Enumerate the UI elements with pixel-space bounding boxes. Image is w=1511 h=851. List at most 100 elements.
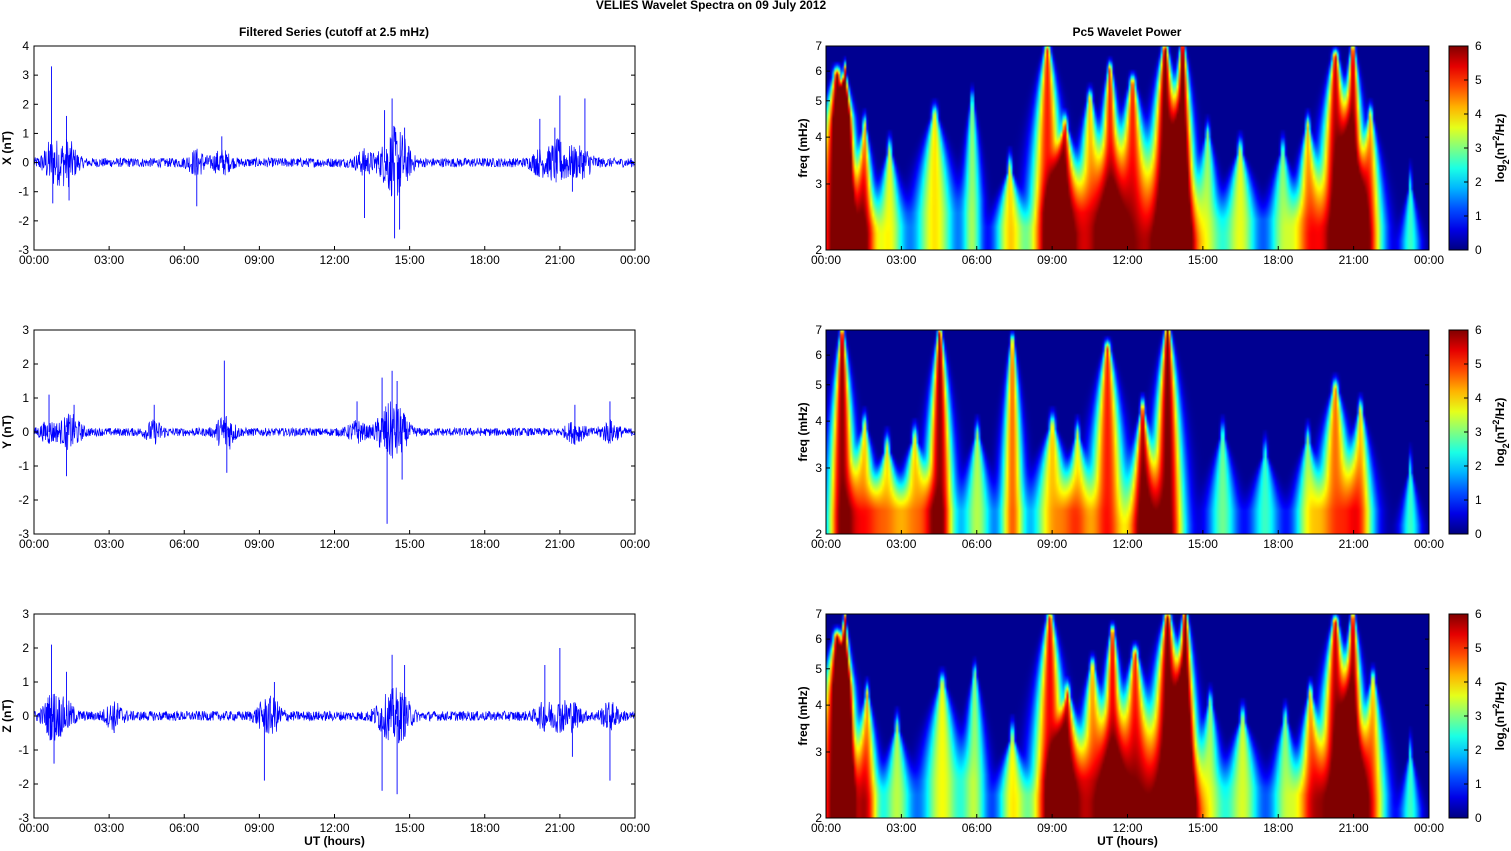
colorbar-tick-label: 5 xyxy=(1475,357,1482,371)
x-tick-label: 12:00 xyxy=(1112,253,1142,267)
colorbar-scale xyxy=(1449,614,1468,818)
y-tick-label: -1 xyxy=(18,185,29,199)
series-panel-x: -3 -2 -1 0 1 2 3 4 X (nT) 00:00 03:00 06:00 09:00 12:… xyxy=(0,39,650,267)
y-tick-label: -1 xyxy=(18,743,29,757)
x-tick-label: 00:00 xyxy=(1414,821,1444,835)
y-tick-label: 5 xyxy=(815,378,822,392)
colorbar: 0 1 2 3 4 5 6 log2(nT2/Hz) xyxy=(1448,39,1511,257)
y-tick-label: 7 xyxy=(815,39,822,53)
x-tick-label: 00:00 xyxy=(1414,537,1444,551)
y-axis-label: Z (nT) xyxy=(0,699,14,732)
y-tick-label: 4 xyxy=(22,39,29,53)
y-tick-label: 2 xyxy=(815,243,822,257)
y-tick-label: 2 xyxy=(22,97,29,111)
y-tick-label: 3 xyxy=(815,745,822,759)
y-axis-label: freq (mHz) xyxy=(796,118,810,177)
colorbar-tick-label: 0 xyxy=(1475,811,1482,825)
y-tick-label: 5 xyxy=(815,662,822,676)
colorbar-tick-label: 3 xyxy=(1475,709,1482,723)
x-axis-label: UT (hours) xyxy=(1097,834,1158,848)
x-tick-label: 09:00 xyxy=(244,537,274,551)
y-tick-label: 1 xyxy=(22,675,29,689)
x-tick-label: 12:00 xyxy=(319,821,349,835)
right-column-title: Pc5 Wavelet Power xyxy=(1073,25,1182,39)
x-tick-label: 06:00 xyxy=(169,821,199,835)
colorbar-tick-label: 2 xyxy=(1475,459,1482,473)
series-panel-z: -3 -2 -1 0 1 2 3 Z (nT) 00:00 03:00 06:00 09:00 12:0… xyxy=(0,607,650,848)
colorbar: 0 1 2 3 4 5 6 log2(nT2/Hz) xyxy=(1448,607,1511,825)
y-tick-label: 2 xyxy=(22,357,29,371)
x-tick-label: 09:00 xyxy=(1037,253,1067,267)
spectrum-panel-y: 2 3 4 5 6 7 freq (mHz) 00:00 03:00 06:00 09:00 12:0… xyxy=(796,323,1511,551)
x-tick-label: 18:00 xyxy=(1263,253,1293,267)
y-tick-label: 6 xyxy=(815,348,822,362)
x-tick-label: 12:00 xyxy=(1112,537,1142,551)
x-tick-label: 15:00 xyxy=(1188,253,1218,267)
x-axis-label: UT (hours) xyxy=(304,834,365,848)
x-tick-label: 15:00 xyxy=(395,253,425,267)
colorbar-tick-label: 3 xyxy=(1475,425,1482,439)
x-tick-label: 21:00 xyxy=(1339,821,1369,835)
colorbar-tick-label: 2 xyxy=(1475,175,1482,189)
y-tick-label: -2 xyxy=(18,493,29,507)
colorbar-label: log2(nT2/Hz) xyxy=(1491,114,1511,183)
y-tick-label: -1 xyxy=(18,459,29,473)
y-tick-label: 3 xyxy=(22,323,29,337)
colorbar-scale xyxy=(1449,46,1468,250)
y-axis-label: Y (nT) xyxy=(0,415,14,449)
signal-trace xyxy=(33,687,636,744)
y-tick-label: 3 xyxy=(22,607,29,621)
x-tick-label: 06:00 xyxy=(962,253,992,267)
y-tick-label: 0 xyxy=(22,425,29,439)
x-tick-label: 18:00 xyxy=(470,253,500,267)
x-tick-label: 00:00 xyxy=(811,537,841,551)
colorbar-tick-label: 6 xyxy=(1475,39,1482,53)
y-tick-label: 3 xyxy=(815,461,822,475)
colorbar-tick-label: 5 xyxy=(1475,73,1482,87)
x-tick-label: 00:00 xyxy=(19,821,49,835)
x-tick-label: 06:00 xyxy=(962,821,992,835)
figure-title: VELIES Wavelet Spectra on 09 July 2012 xyxy=(596,0,827,12)
colorbar-tick-label: 5 xyxy=(1475,641,1482,655)
colorbar-tick-label: 3 xyxy=(1475,141,1482,155)
colorbar-tick-label: 1 xyxy=(1475,209,1482,223)
y-axis-label: X (nT) xyxy=(0,131,14,165)
colorbar-tick-label: 4 xyxy=(1475,675,1482,689)
x-tick-label: 03:00 xyxy=(886,253,916,267)
y-tick-label: 0 xyxy=(22,156,29,170)
wavelet-power-image xyxy=(826,46,1429,250)
x-tick-label: 03:00 xyxy=(94,537,124,551)
y-tick-label: 2 xyxy=(815,527,822,541)
x-tick-label: 18:00 xyxy=(470,537,500,551)
x-tick-label: 03:00 xyxy=(94,253,124,267)
x-tick-label: 18:00 xyxy=(1263,537,1293,551)
x-tick-label: 00:00 xyxy=(620,821,650,835)
x-tick-label: 09:00 xyxy=(244,821,274,835)
y-tick-label: 1 xyxy=(22,391,29,405)
y-tick-label: 3 xyxy=(815,177,822,191)
panels: -3 -2 -1 0 1 2 3 4 X (nT) 00:00 03:00 06:00 09:00 12:… xyxy=(0,39,1511,848)
x-tick-label: 00:00 xyxy=(1414,253,1444,267)
colorbar-tick-label: 2 xyxy=(1475,743,1482,757)
y-tick-label: 4 xyxy=(815,698,822,712)
x-tick-label: 03:00 xyxy=(886,537,916,551)
x-tick-label: 06:00 xyxy=(169,537,199,551)
x-tick-label: 06:00 xyxy=(962,537,992,551)
x-tick-label: 12:00 xyxy=(319,253,349,267)
colorbar-tick-label: 6 xyxy=(1475,607,1482,621)
x-tick-label: 03:00 xyxy=(886,821,916,835)
x-tick-label: 09:00 xyxy=(1037,537,1067,551)
x-tick-label: 21:00 xyxy=(545,821,575,835)
x-tick-label: 12:00 xyxy=(1112,821,1142,835)
colorbar-label: log2(nT2/Hz) xyxy=(1491,398,1511,467)
wavelet-power-image xyxy=(826,330,1429,534)
y-tick-label: -3 xyxy=(18,811,29,825)
x-tick-label: 03:00 xyxy=(94,821,124,835)
x-tick-label: 18:00 xyxy=(1263,821,1293,835)
x-tick-label: 09:00 xyxy=(244,253,274,267)
x-tick-label: 15:00 xyxy=(395,537,425,551)
spectrum-panel-z: 2 3 4 5 6 7 freq (mHz) 00:00 03:00 06:00 09:00 12:0… xyxy=(796,607,1511,848)
y-axis-label: freq (mHz) xyxy=(796,686,810,745)
colorbar: 0 1 2 3 4 5 6 log2(nT2/Hz) xyxy=(1448,323,1511,541)
